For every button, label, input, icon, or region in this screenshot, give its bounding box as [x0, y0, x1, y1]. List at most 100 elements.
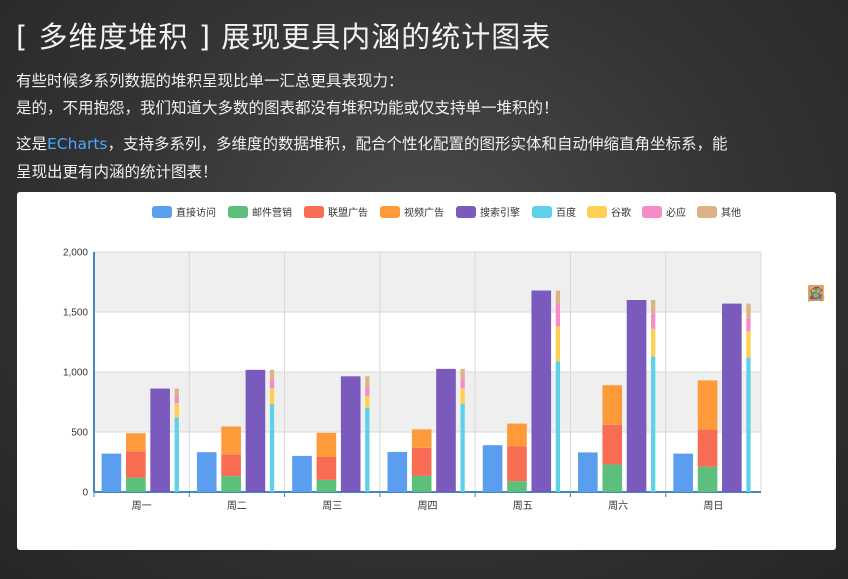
bar-直接访问[interactable]: [101, 453, 122, 492]
bar-其他[interactable]: [269, 369, 275, 380]
bar-视频广告[interactable]: [507, 423, 527, 447]
grid-band: [94, 372, 761, 432]
mark-clear-icon[interactable]: [807, 286, 825, 346]
intro-line-2: 是的，不用抱怨，我们知道大多数的图表都没有堆积功能或仅支持单一堆积的！: [16, 99, 559, 117]
bar-直接访问[interactable]: [196, 452, 217, 492]
bar-搜索引擎[interactable]: [626, 300, 647, 492]
x-tick-label: 周二: [227, 500, 247, 512]
bar-视频广告[interactable]: [316, 432, 337, 457]
bar-搜索引擎[interactable]: [150, 388, 170, 492]
bar-视频广告[interactable]: [126, 433, 146, 452]
bar-搜索引擎[interactable]: [722, 303, 742, 492]
legend-label[interactable]: 直接访问: [176, 206, 216, 219]
bar-必应[interactable]: [651, 313, 656, 329]
legend-label[interactable]: 视频广告: [404, 206, 444, 219]
bar-必应[interactable]: [269, 379, 275, 389]
bar-联盟广告[interactable]: [507, 446, 527, 482]
bar-谷歌[interactable]: [174, 403, 179, 418]
intro-line-4: 呈现出更有内涵的统计图表！: [16, 163, 218, 181]
bar-联盟广告[interactable]: [316, 456, 337, 480]
bar-邮件营销[interactable]: [316, 479, 337, 492]
bar-视频广告[interactable]: [221, 426, 241, 455]
bar-谷歌[interactable]: [555, 326, 561, 362]
bar-其他[interactable]: [651, 300, 656, 314]
legend-swatch[interactable]: [456, 206, 476, 218]
bar-视频广告[interactable]: [411, 429, 432, 448]
grid-band: [94, 312, 761, 372]
legend-swatch[interactable]: [380, 206, 400, 218]
bar-联盟广告[interactable]: [221, 454, 241, 477]
legend-swatch[interactable]: [304, 206, 324, 218]
bar-邮件营销[interactable]: [697, 466, 718, 492]
bar-邮件营销[interactable]: [126, 477, 146, 492]
bar-其他[interactable]: [555, 290, 561, 304]
legend-swatch[interactable]: [642, 206, 662, 218]
bar-必应[interactable]: [460, 378, 465, 388]
legend-label[interactable]: 邮件营销: [252, 206, 292, 219]
chart-toolbox: [807, 284, 831, 462]
bar-其他[interactable]: [365, 376, 370, 388]
bar-搜索引擎[interactable]: [531, 290, 552, 492]
bar-百度[interactable]: [365, 407, 370, 492]
bar-百度[interactable]: [269, 404, 275, 492]
bar-必应[interactable]: [365, 387, 370, 396]
legend-swatch[interactable]: [587, 206, 607, 218]
bar-直接访问[interactable]: [387, 451, 408, 492]
legend-swatch[interactable]: [697, 206, 717, 218]
bar-百度[interactable]: [651, 356, 656, 492]
bar-必应[interactable]: [746, 318, 751, 332]
bar-邮件营销[interactable]: [221, 476, 241, 492]
bar-百度[interactable]: [174, 417, 179, 492]
bar-搜索引擎[interactable]: [245, 369, 266, 492]
bar-其他[interactable]: [746, 303, 751, 318]
legend-label[interactable]: 搜索引擎: [480, 206, 520, 219]
legend-label[interactable]: 谷歌: [611, 206, 631, 219]
legend-label[interactable]: 必应: [666, 206, 686, 219]
bar-直接访问[interactable]: [673, 453, 693, 492]
y-tick-label: 0: [82, 488, 88, 499]
echarts-brand-link[interactable]: ECharts: [47, 135, 108, 153]
legend-swatch[interactable]: [228, 206, 248, 218]
bar-必应[interactable]: [555, 303, 561, 327]
bar-搜索引擎[interactable]: [436, 368, 456, 492]
grid-band: [94, 252, 761, 312]
y-tick-label: 500: [71, 428, 88, 439]
bar-邮件营销[interactable]: [602, 464, 623, 492]
bar-谷歌[interactable]: [269, 388, 275, 405]
line-chart-icon[interactable]: [807, 286, 825, 391]
data-view-icon[interactable]: [807, 285, 825, 369]
bar-其他[interactable]: [174, 388, 179, 396]
legend-label[interactable]: 其他: [721, 206, 741, 219]
bar-谷歌[interactable]: [365, 395, 370, 408]
bar-百度[interactable]: [460, 403, 465, 492]
bar-邮件营销[interactable]: [507, 481, 527, 492]
bar-搜索引擎[interactable]: [340, 376, 361, 492]
bar-联盟广告[interactable]: [697, 429, 718, 467]
intro-line-3-suffix: ，支持多系列，多维度的数据堆积，配合个性化配置的图形实体和自动伸缩直角坐标系，能: [107, 135, 728, 153]
legend-label[interactable]: 联盟广告: [328, 206, 368, 219]
bar-联盟广告[interactable]: [602, 424, 623, 465]
mark-undo-icon[interactable]: [807, 287, 825, 324]
bar-谷歌[interactable]: [651, 328, 656, 357]
bar-直接访问[interactable]: [482, 445, 503, 492]
restore-icon[interactable]: [807, 286, 825, 435]
bar-谷歌[interactable]: [746, 331, 751, 358]
bar-视频广告[interactable]: [697, 380, 718, 430]
bar-必应[interactable]: [174, 396, 179, 404]
bar-chart-icon[interactable]: [807, 288, 825, 413]
bar-其他[interactable]: [460, 368, 465, 379]
bar-谷歌[interactable]: [460, 387, 465, 404]
bar-百度[interactable]: [746, 357, 751, 492]
save-image-icon[interactable]: [807, 285, 825, 457]
bar-联盟广告[interactable]: [126, 451, 146, 478]
legend-label[interactable]: 百度: [556, 206, 576, 219]
bar-百度[interactable]: [555, 361, 561, 492]
bar-视频广告[interactable]: [602, 385, 623, 425]
bar-邮件营销[interactable]: [411, 475, 432, 492]
legend-swatch[interactable]: [152, 206, 172, 218]
chart-card: 0 500 1,000 1,500 2,000 周一 周二 周三 周四 周五 周六 周日 直接访问 邮件营…: [17, 192, 836, 550]
bar-直接访问[interactable]: [578, 452, 598, 492]
legend-swatch[interactable]: [532, 206, 552, 218]
bar-联盟广告[interactable]: [411, 447, 432, 476]
bar-直接访问[interactable]: [292, 455, 312, 492]
